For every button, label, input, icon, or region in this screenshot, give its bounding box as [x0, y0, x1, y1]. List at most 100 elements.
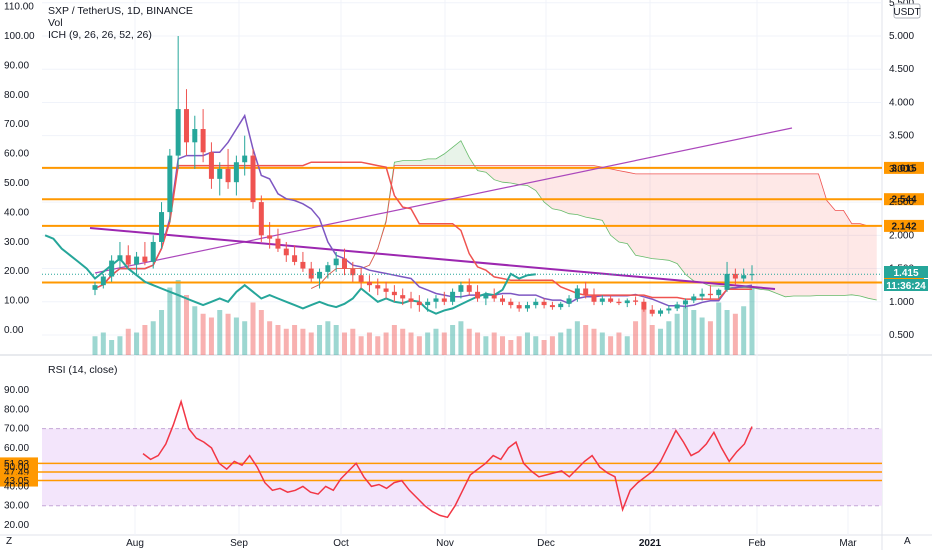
volume-bar — [524, 332, 530, 355]
candle-body — [641, 301, 647, 310]
volume-bar — [674, 313, 680, 355]
volume-bar — [258, 310, 264, 355]
candle-body — [167, 155, 173, 213]
cloud-segment — [685, 173, 694, 282]
volume-bar — [416, 336, 422, 355]
rsi-tick-label: 90.00 — [4, 385, 29, 396]
volume-bar — [491, 332, 497, 355]
cloud-segment — [668, 173, 678, 264]
candle-body — [117, 255, 123, 261]
volume-bar — [92, 336, 98, 355]
rsi-line — [142, 399, 753, 519]
left-tick-label: 30.00 — [4, 237, 29, 248]
senkou-span-a — [311, 140, 877, 301]
candle-body — [400, 295, 406, 299]
cloud-segment — [702, 173, 711, 286]
cloud-segment — [735, 173, 744, 288]
volume-bar — [408, 332, 414, 355]
cloud-segment — [569, 165, 578, 215]
cloud-segment — [502, 165, 511, 184]
trend-lines[interactable] — [89, 127, 793, 290]
cloud-segment — [710, 173, 719, 286]
right-tick-label: 4.500 — [889, 64, 914, 75]
left-tick-label: 0.00 — [4, 325, 24, 336]
cloud-segment — [419, 158, 428, 166]
level-price-tag — [884, 193, 924, 206]
auto-scale-icon[interactable]: A — [904, 536, 911, 547]
volume-bar — [150, 321, 156, 355]
candle-body — [109, 260, 115, 277]
chikou-span — [44, 234, 536, 315]
current-price-label: 1.415 — [893, 268, 918, 279]
volume-bar — [558, 332, 564, 355]
cloud-segment — [768, 173, 777, 294]
cloud-segment — [519, 165, 528, 186]
x-tick-label: Nov — [436, 538, 454, 549]
volume-bar — [391, 325, 397, 355]
cloud-segment — [610, 168, 619, 242]
volume-bar — [450, 325, 456, 355]
cloud-segment — [826, 200, 836, 296]
candle-body — [150, 241, 156, 262]
cloud-segment — [643, 173, 653, 259]
volume-bar — [666, 321, 672, 355]
timezone-z-icon[interactable]: Z — [6, 536, 12, 547]
candle-body — [475, 291, 481, 299]
candle-body — [225, 168, 231, 183]
cloud-segment — [868, 226, 877, 300]
volume-bar — [225, 313, 231, 355]
candle-body — [366, 281, 372, 286]
candle-body — [416, 301, 422, 306]
volume-bar — [425, 332, 431, 355]
cloud-segment — [627, 172, 636, 256]
cloud-segment — [818, 173, 827, 296]
candle-body — [533, 301, 539, 306]
volume-bar — [250, 302, 256, 355]
candle-body — [317, 271, 323, 279]
volume-bar — [175, 280, 181, 355]
candle-body — [408, 298, 414, 302]
rsi-level-label: 47.49 — [4, 467, 29, 478]
volume-bar — [117, 336, 123, 355]
candle-body — [500, 298, 506, 302]
rsi-tick-label: 40.00 — [4, 481, 29, 492]
cloud-segment — [660, 173, 669, 261]
candle-body — [649, 309, 655, 314]
cloud-segment — [485, 165, 495, 180]
candle-body — [267, 235, 273, 239]
volume-bar — [500, 336, 506, 355]
cloud-segment — [460, 140, 470, 166]
volume-bar — [641, 310, 647, 355]
volume-bar — [275, 325, 281, 355]
candle-body — [375, 285, 381, 289]
currency-badge[interactable] — [893, 3, 921, 19]
volume-bar — [208, 317, 214, 355]
volume-bar — [574, 321, 580, 355]
candle-body — [624, 300, 630, 304]
volume-bar — [317, 325, 323, 355]
right-tick-label: 4.000 — [889, 97, 914, 108]
candle-body — [208, 152, 214, 179]
cloud-segment — [727, 173, 736, 288]
countdown-tag — [884, 279, 928, 291]
descending-trend-line — [89, 227, 776, 290]
candles — [42, 36, 882, 317]
candle-body — [341, 258, 347, 269]
cloud-segment — [494, 165, 503, 183]
x-tick-label: Dec — [537, 538, 555, 549]
left-tick-label: 70.00 — [4, 119, 29, 130]
volume-bar — [691, 310, 697, 355]
cloud-segment — [402, 160, 412, 166]
cloud-segment — [860, 223, 869, 299]
cloud-segment — [760, 173, 769, 291]
volume-bar — [441, 332, 447, 355]
volume-bar — [566, 328, 572, 355]
volume-bar — [749, 287, 755, 355]
volume-bar — [125, 328, 131, 355]
cloud-segment — [585, 165, 594, 219]
volume-bar — [400, 328, 406, 355]
